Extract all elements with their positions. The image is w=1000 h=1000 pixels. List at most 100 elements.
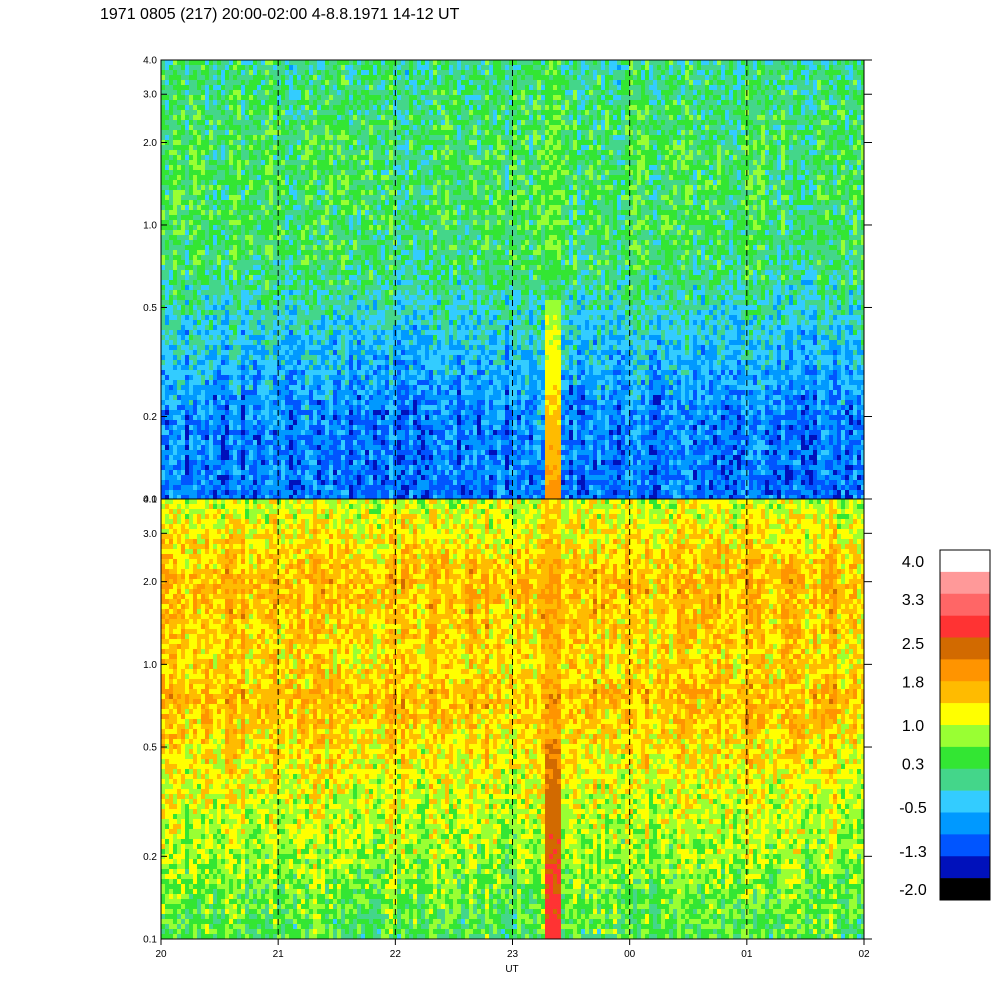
heatmap-cell — [225, 475, 230, 481]
heatmap-cell — [289, 370, 294, 376]
heatmap-cell — [341, 330, 346, 336]
heatmap-cell — [257, 100, 262, 106]
heatmap-cell — [333, 220, 338, 226]
heatmap-cell — [333, 430, 338, 436]
heatmap-cell — [273, 370, 278, 376]
heatmap-cell — [289, 470, 294, 476]
heatmap-cell — [261, 225, 266, 231]
heatmap-cell — [325, 180, 330, 186]
heatmap-cell — [161, 290, 166, 296]
heatmap-cell — [201, 265, 206, 271]
heatmap-cell — [169, 350, 174, 356]
heatmap-cell — [281, 220, 286, 226]
heatmap-cell — [281, 225, 286, 231]
heatmap-cell — [321, 75, 326, 81]
heatmap-cell — [269, 450, 274, 456]
heatmap-cell — [277, 60, 282, 66]
heatmap-cell — [201, 455, 206, 461]
heatmap-cell — [261, 260, 266, 266]
heatmap-cell — [309, 275, 314, 281]
heatmap-cell — [233, 350, 238, 356]
heatmap-cell — [285, 270, 290, 276]
heatmap-cell — [193, 220, 198, 226]
heatmap-cell — [257, 300, 262, 306]
heatmap-cell — [353, 235, 358, 241]
heatmap-cell — [169, 470, 174, 476]
heatmap-cell — [293, 70, 298, 76]
heatmap-cell — [193, 125, 198, 131]
heatmap-cell — [209, 435, 214, 441]
heatmap-cell — [309, 80, 314, 86]
heatmap-cell — [313, 160, 318, 166]
heatmap-cell — [309, 260, 314, 266]
heatmap-cell — [177, 270, 182, 276]
heatmap-cell — [209, 255, 214, 261]
heatmap-cell — [169, 65, 174, 71]
heatmap-cell — [217, 355, 222, 361]
heatmap-cell — [377, 380, 382, 386]
heatmap-cell — [329, 325, 334, 331]
heatmap-cell — [369, 330, 374, 336]
heatmap-cell — [217, 345, 222, 351]
heatmap-cell — [193, 235, 198, 241]
heatmap-cell — [225, 180, 230, 186]
heatmap-cell — [365, 440, 370, 446]
heatmap-cell — [233, 70, 238, 76]
heatmap-cell — [193, 360, 198, 366]
heatmap-cell — [201, 350, 206, 356]
heatmap-cell — [377, 335, 382, 341]
heatmap-cell — [305, 105, 310, 111]
heatmap-cell — [309, 245, 314, 251]
heatmap-cell — [181, 115, 186, 121]
heatmap-cell — [241, 430, 246, 436]
heatmap-cell — [265, 465, 270, 471]
heatmap-cell — [313, 405, 318, 411]
heatmap-cell — [213, 450, 218, 456]
heatmap-cell — [377, 275, 382, 281]
heatmap-cell — [349, 155, 354, 161]
heatmap-cell — [213, 415, 218, 421]
heatmap-cell — [201, 255, 206, 261]
heatmap-cell — [361, 125, 366, 131]
heatmap-cell — [245, 195, 250, 201]
heatmap-cell — [381, 235, 386, 241]
heatmap-cell — [289, 270, 294, 276]
heatmap-cell — [293, 370, 298, 376]
heatmap-cell — [381, 330, 386, 336]
heatmap-cell — [193, 110, 198, 116]
heatmap-cell — [241, 270, 246, 276]
heatmap-cell — [301, 170, 306, 176]
heatmap-cell — [205, 265, 210, 271]
heatmap-cell — [333, 390, 338, 396]
heatmap-cell — [381, 215, 386, 221]
heatmap-cell — [321, 215, 326, 221]
heatmap-cell — [237, 315, 242, 321]
heatmap-cell — [377, 200, 382, 206]
heatmap-cell — [173, 105, 178, 111]
heatmap-cell — [177, 300, 182, 306]
heatmap-cell — [225, 310, 230, 316]
heatmap-cell — [237, 170, 242, 176]
heatmap-cell — [197, 460, 202, 466]
heatmap-cell — [257, 175, 262, 181]
heatmap-cell — [269, 435, 274, 441]
heatmap-cell — [349, 110, 354, 116]
heatmap-cell — [169, 195, 174, 201]
heatmap-cell — [341, 295, 346, 301]
heatmap-cell — [361, 105, 366, 111]
heatmap-cell — [193, 265, 198, 271]
heatmap-cell — [265, 110, 270, 116]
heatmap-cell — [345, 430, 350, 436]
heatmap-cell — [261, 305, 266, 311]
heatmap-cell — [181, 190, 186, 196]
heatmap-cell — [381, 485, 386, 491]
heatmap-cell — [185, 110, 190, 116]
heatmap-cell — [181, 480, 186, 486]
heatmap-cell — [269, 200, 274, 206]
heatmap-cell — [269, 280, 274, 286]
heatmap-cell — [313, 140, 318, 146]
heatmap-cell — [181, 470, 186, 476]
heatmap-cell — [293, 140, 298, 146]
heatmap-cell — [201, 420, 206, 426]
heatmap-cell — [309, 360, 314, 366]
